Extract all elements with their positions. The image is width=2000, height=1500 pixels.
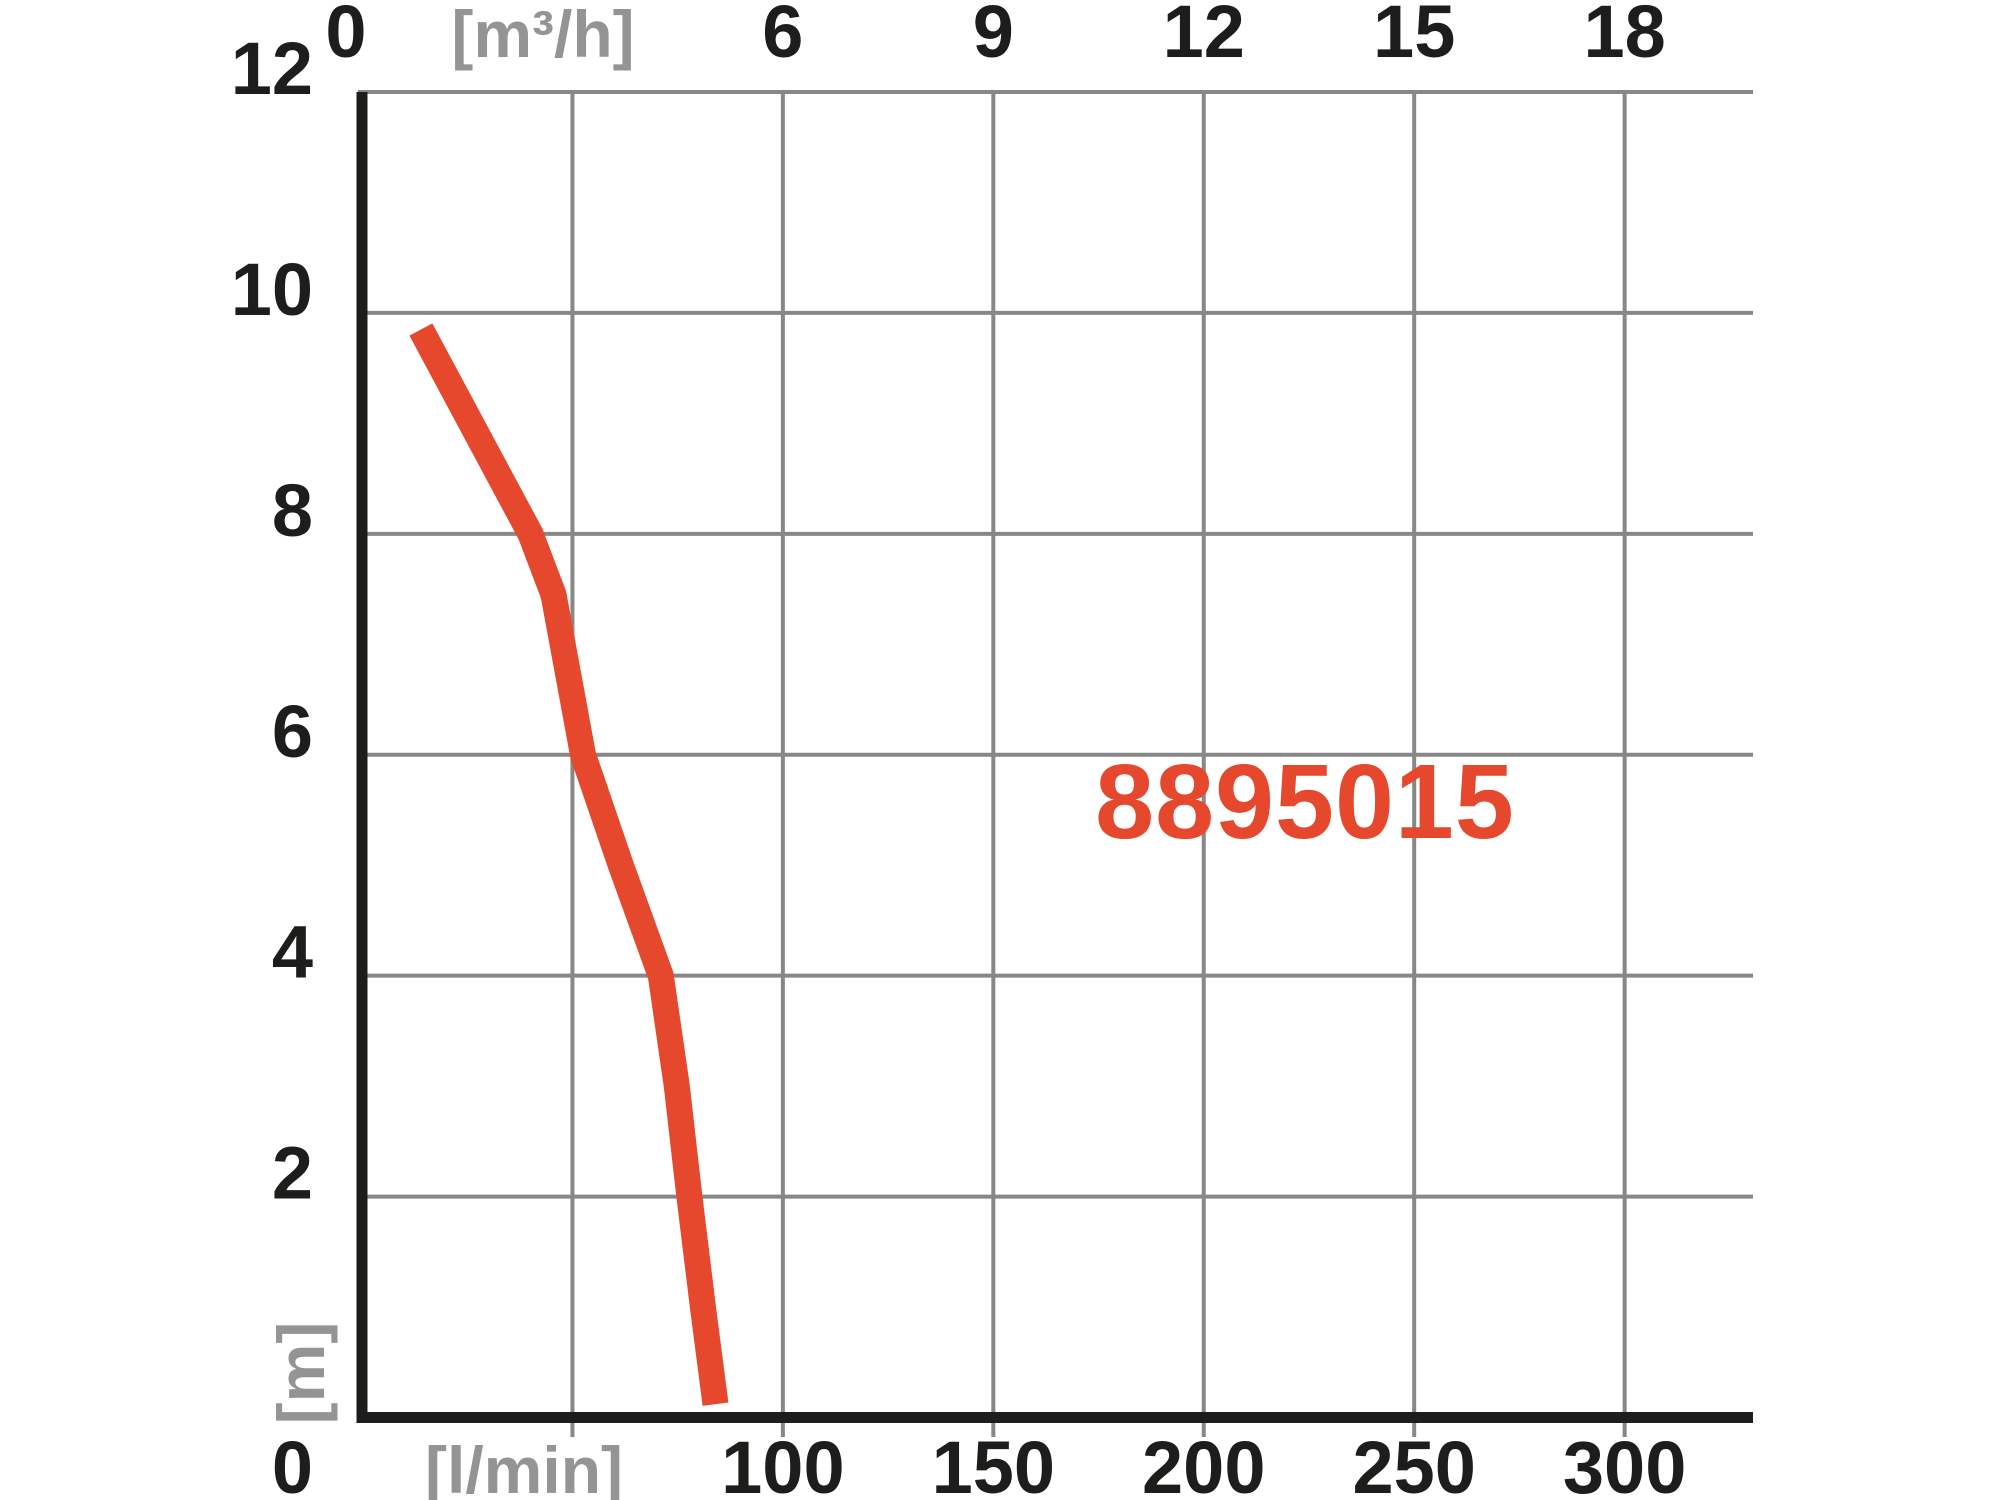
axis-lines <box>356 92 1753 1423</box>
left-axis-tick-label: 12 <box>231 27 313 110</box>
left-axis-tick-label: 10 <box>231 248 313 331</box>
bottom-axis-tick-label: 250 <box>1352 1426 1475 1500</box>
left-axis-unit-label: [m] <box>264 1322 338 1425</box>
left-axis-tick-label: 2 <box>272 1132 313 1215</box>
pump-curve <box>409 323 729 1406</box>
left-axis-tick-label: 4 <box>272 911 313 994</box>
bottom-axis-tick-label: 100 <box>721 1426 844 1500</box>
bottom-axis-tick-label: 150 <box>932 1426 1055 1500</box>
bottom-axis-unit-label: [l/min] <box>425 1433 623 1500</box>
bottom-axis-tick-label: 300 <box>1563 1426 1686 1500</box>
top-axis-tick-label: 12 <box>1163 0 1245 73</box>
top-axis-tick-label: 6 <box>762 0 803 73</box>
top-axis-tick-label: 18 <box>1583 0 1665 73</box>
product-code-label: 8895015 <box>1095 743 1515 861</box>
top-axis-unit-label: [m³/h] <box>451 0 634 71</box>
top-axis-tick-label: 0 <box>325 0 366 73</box>
top-axis-tick-label: 15 <box>1373 0 1455 73</box>
axes <box>356 92 1753 1423</box>
origin-tick-label: 0 <box>272 1426 313 1500</box>
tick-labels: 0 6 9 12 15 18 0 100 150 200 250 300 2 4 6 8 10 12 <box>231 0 1687 1500</box>
left-axis-tick-label: 8 <box>272 469 313 552</box>
grid-lines <box>358 90 1753 1437</box>
top-axis-tick-label: 9 <box>973 0 1014 73</box>
left-axis-tick-label: 6 <box>272 690 313 773</box>
bottom-axis-tick-label: 200 <box>1142 1426 1265 1500</box>
pump-curve-line <box>409 323 729 1406</box>
